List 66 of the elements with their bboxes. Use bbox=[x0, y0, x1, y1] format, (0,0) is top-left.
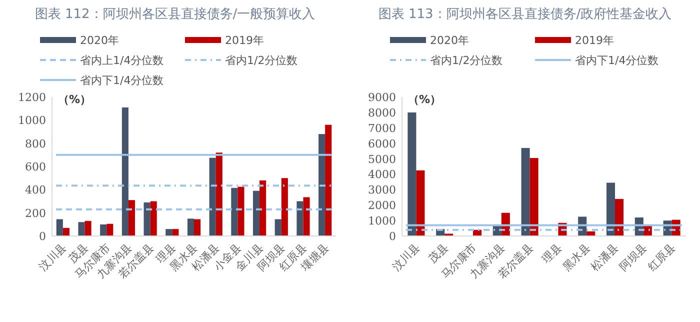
y-tick-label: 1000 bbox=[368, 214, 396, 228]
bar bbox=[231, 188, 238, 236]
bar bbox=[172, 229, 179, 236]
bar bbox=[416, 170, 425, 236]
bar bbox=[78, 222, 85, 236]
bar bbox=[100, 224, 107, 236]
bar bbox=[194, 219, 201, 236]
bar bbox=[281, 178, 288, 236]
bar bbox=[209, 158, 216, 236]
y-tick-label: 600 bbox=[25, 160, 46, 174]
bar bbox=[530, 158, 538, 236]
y-axis-title: （%） bbox=[58, 93, 92, 106]
y-tick-label: 200 bbox=[25, 206, 46, 220]
y-tick-label: 2000 bbox=[368, 199, 396, 212]
bar bbox=[84, 220, 92, 236]
bar bbox=[144, 202, 150, 236]
bar bbox=[238, 186, 244, 236]
bar bbox=[216, 152, 222, 236]
y-tick-label: 400 bbox=[25, 184, 46, 197]
y-tick-label: 4000 bbox=[368, 168, 396, 182]
y-tick-label: 1000 bbox=[18, 114, 46, 128]
y-tick-label: 3000 bbox=[368, 184, 396, 197]
bar bbox=[106, 224, 114, 236]
y-tick-label: 0 bbox=[389, 230, 396, 243]
legend-label: 2019年 bbox=[225, 34, 264, 47]
bar bbox=[187, 218, 194, 236]
x-tick-label: 汶川县 bbox=[390, 240, 422, 274]
bar bbox=[62, 228, 70, 236]
bar bbox=[166, 229, 172, 236]
legend-label: 2020年 bbox=[80, 34, 119, 47]
bar bbox=[150, 201, 157, 236]
legend-label: 2020年 bbox=[430, 34, 469, 47]
bar bbox=[296, 201, 304, 236]
y-tick-label: 8000 bbox=[368, 106, 396, 120]
bar bbox=[303, 197, 310, 236]
y-tick-label: 6000 bbox=[368, 137, 396, 150]
legend-label: 省内1/2分位数 bbox=[430, 54, 503, 67]
legend-label: 省内上1/4分位数 bbox=[80, 54, 164, 67]
y-tick-label: 800 bbox=[25, 137, 46, 150]
bar bbox=[260, 180, 266, 236]
y-axis-title: （%） bbox=[408, 93, 442, 106]
bar bbox=[606, 182, 615, 236]
y-tick-label: 1200 bbox=[18, 91, 46, 104]
legend-label: 省内下1/4分位数 bbox=[575, 54, 659, 67]
x-tick-label: 汶川县 bbox=[36, 240, 70, 274]
bar bbox=[325, 124, 332, 236]
x-tick-label: 茂县 bbox=[426, 240, 451, 266]
legend-label: 2019年 bbox=[575, 34, 614, 47]
x-tick-label: 红原县 bbox=[645, 240, 678, 274]
bar bbox=[56, 219, 63, 236]
bar bbox=[252, 190, 260, 236]
bar bbox=[122, 107, 128, 236]
chart-title: 图表 113：阿坝州各区县直接债务/政府性基金收入 bbox=[378, 6, 672, 22]
bar bbox=[128, 200, 136, 236]
bar bbox=[274, 219, 282, 236]
legend-label: 省内下1/4分位数 bbox=[80, 74, 164, 87]
legend-label: 省内1/2分位数 bbox=[225, 54, 298, 67]
bar bbox=[521, 148, 530, 236]
chart-title: 图表 112：阿坝州各区县直接债务/一般预算收入 bbox=[34, 7, 316, 22]
bar bbox=[318, 134, 326, 236]
bar bbox=[408, 112, 416, 236]
y-tick-label: 7000 bbox=[368, 122, 396, 135]
y-tick-label: 9000 bbox=[368, 91, 396, 104]
y-tick-label: 0 bbox=[39, 230, 46, 243]
y-tick-label: 5000 bbox=[368, 152, 396, 166]
bar bbox=[615, 198, 624, 236]
